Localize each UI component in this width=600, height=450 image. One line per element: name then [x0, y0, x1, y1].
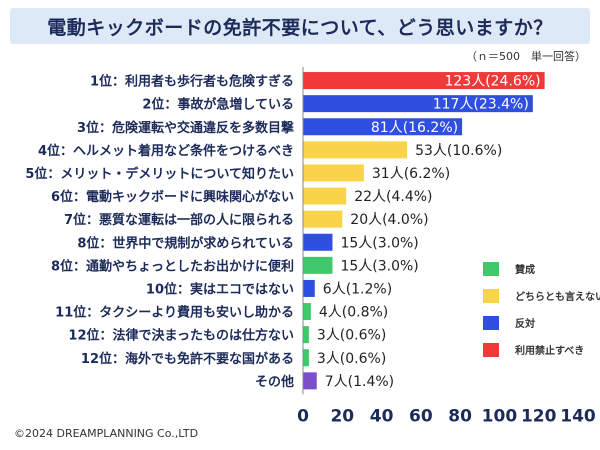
legend-label: 反対 [515, 317, 535, 330]
value-label: 3人(0.6%) [317, 351, 386, 367]
x-tick-label: 60 [409, 406, 433, 426]
category-label: 2位：事故が急増している [142, 97, 294, 113]
value-label: 31人(6.2%) [372, 166, 450, 182]
legend-swatch [483, 343, 499, 357]
category-label: 5位：メリット・デメリットについて知りたい [25, 166, 294, 182]
category-label: 4位：ヘルメット着用など条件をつけるべき [38, 143, 294, 159]
value-label: 7人(1.4%) [325, 374, 394, 390]
x-tick-label: 100 [482, 406, 518, 426]
chart-title: 電動キックボードの免許不要について、どう思いますか？ [47, 16, 553, 39]
category-label: 10位：実はエコではない [146, 281, 294, 297]
legend-swatch [483, 289, 499, 303]
category-label: 8位：通勤やちょっとしたお出かけに便利 [51, 258, 294, 274]
bar [303, 187, 347, 205]
category-label: 11位：タクシーより費用も安いし助かる [55, 305, 294, 321]
sample-note: （ｎ＝500 単一回答） [466, 50, 586, 63]
value-label: 6人(1.2%) [323, 281, 392, 297]
bar [303, 256, 333, 274]
x-tick-label: 40 [370, 406, 394, 426]
legend-label: 利用禁止すべき [515, 344, 584, 357]
category-label: 12位：海外でも免許不要な国がある [81, 351, 294, 367]
bar [303, 303, 311, 321]
bar [303, 118, 463, 136]
category-label: 6位：電動キックボードに興味関心がない [51, 189, 294, 205]
legend-label: 賛成 [515, 263, 535, 276]
value-label: 15人(3.0%) [340, 258, 418, 274]
x-tick-label: 0 [297, 406, 309, 426]
category-label: 7位：悪質な運転は一部の人に限られる [64, 212, 294, 228]
bar [303, 164, 364, 182]
x-tick-label: 120 [521, 406, 557, 426]
bar [303, 141, 408, 159]
value-label: 4人(0.8%) [319, 305, 388, 321]
bar [303, 372, 317, 390]
title-bar: 電動キックボードの免許不要について、どう思いますか？ [10, 8, 590, 44]
bar [303, 279, 315, 297]
x-tick-label: 20 [330, 406, 354, 426]
value-label: 123人(24.6%) [444, 74, 540, 90]
category-label: 12位：法律で決まったものは仕方ない [68, 328, 294, 344]
value-label: 53人(10.6%) [415, 143, 502, 159]
category-label: 3位：危険運転や交通違反を多数目撃 [77, 120, 294, 136]
x-tick-label: 140 [560, 406, 596, 426]
value-label: 22人(4.4%) [354, 189, 432, 205]
category-label: 8位：世界中で規制が求められている [77, 235, 294, 251]
legend-swatch [483, 262, 499, 276]
bar [303, 210, 343, 228]
category-label: 1位：利用者も歩行者も危険すぎる [90, 74, 294, 90]
bar [303, 349, 309, 367]
value-label: 81人(16.2%) [371, 120, 458, 136]
legend-swatch [483, 316, 499, 330]
bar [303, 95, 533, 113]
bar [303, 326, 309, 344]
category-label: その他 [255, 374, 294, 390]
value-label: 20人(4.0%) [350, 212, 428, 228]
x-tick-label: 80 [448, 406, 472, 426]
value-label: 15人(3.0%) [340, 235, 418, 251]
value-label: 3人(0.6%) [317, 328, 386, 344]
bar [303, 233, 333, 251]
copyright: ©2024 DREAMPLANNING Co.,LTD [14, 427, 199, 440]
bar [303, 72, 545, 90]
legend-label: どちらとも言えない [515, 290, 600, 303]
value-label: 117人(23.4%) [433, 97, 529, 113]
